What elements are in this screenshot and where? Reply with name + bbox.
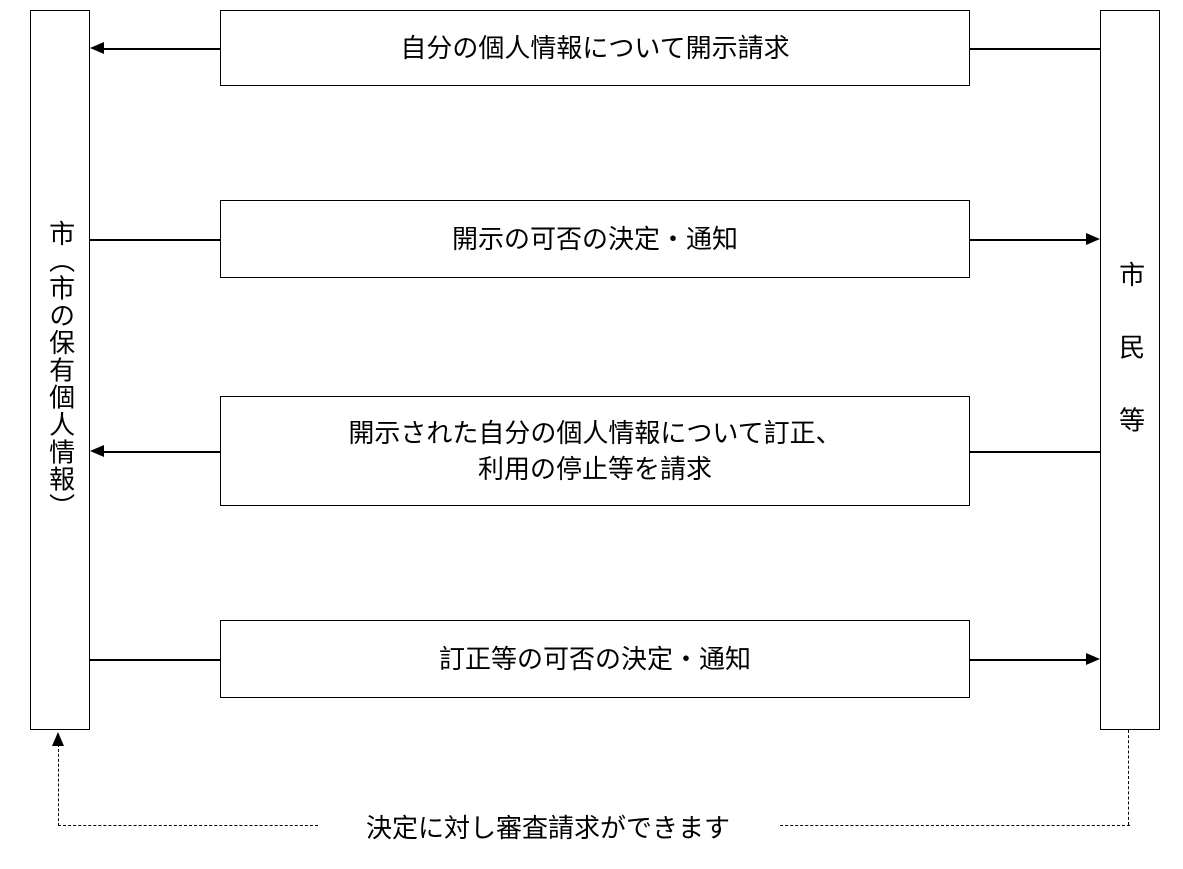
step-1-text: 自分の個人情報について開示請求 (400, 30, 789, 66)
step-box-1: 自分の個人情報について開示請求 (220, 10, 970, 86)
left-column-label: 市（市の保有個人情報） (44, 220, 75, 520)
arrow-step2-right-head (1086, 233, 1100, 245)
step-box-4: 訂正等の可否の決定・通知 (220, 620, 970, 698)
step-4-text: 訂正等の可否の決定・通知 (439, 641, 751, 677)
dashed-left-up (58, 744, 59, 826)
line-step3-right (970, 451, 1100, 453)
footer-text: 決定に対し審査請求ができます (366, 813, 730, 843)
footer-caption: 決定に対し審査請求ができます (318, 808, 778, 845)
dashed-across-left (58, 825, 318, 826)
dashed-across-right (770, 825, 1130, 826)
arrow-step1-left-line (100, 48, 220, 50)
arrow-step3-left-line (100, 451, 220, 453)
line-step1-right (970, 48, 1100, 50)
arrow-step1-left-head (90, 42, 104, 54)
step-box-3: 開示された自分の個人情報について訂正、 利用の停止等を請求 (220, 396, 970, 506)
left-column: 市（市の保有個人情報） (30, 10, 90, 730)
arrow-step4-right-head (1086, 653, 1100, 665)
dashed-right-down (1128, 730, 1129, 825)
line-step2-left (90, 239, 220, 241)
arrow-step3-left-head (90, 445, 104, 457)
dashed-arrow-head (52, 732, 64, 746)
step-3-text: 開示された自分の個人情報について訂正、 利用の停止等を請求 (348, 415, 841, 488)
right-column-label: 市民等 (1114, 261, 1145, 479)
arrow-step2-right-line (970, 239, 1090, 241)
right-column: 市民等 (1100, 10, 1160, 730)
step-box-2: 開示の可否の決定・通知 (220, 200, 970, 278)
step-2-text: 開示の可否の決定・通知 (452, 221, 738, 257)
line-step4-left (90, 659, 220, 661)
arrow-step4-right-line (970, 659, 1090, 661)
